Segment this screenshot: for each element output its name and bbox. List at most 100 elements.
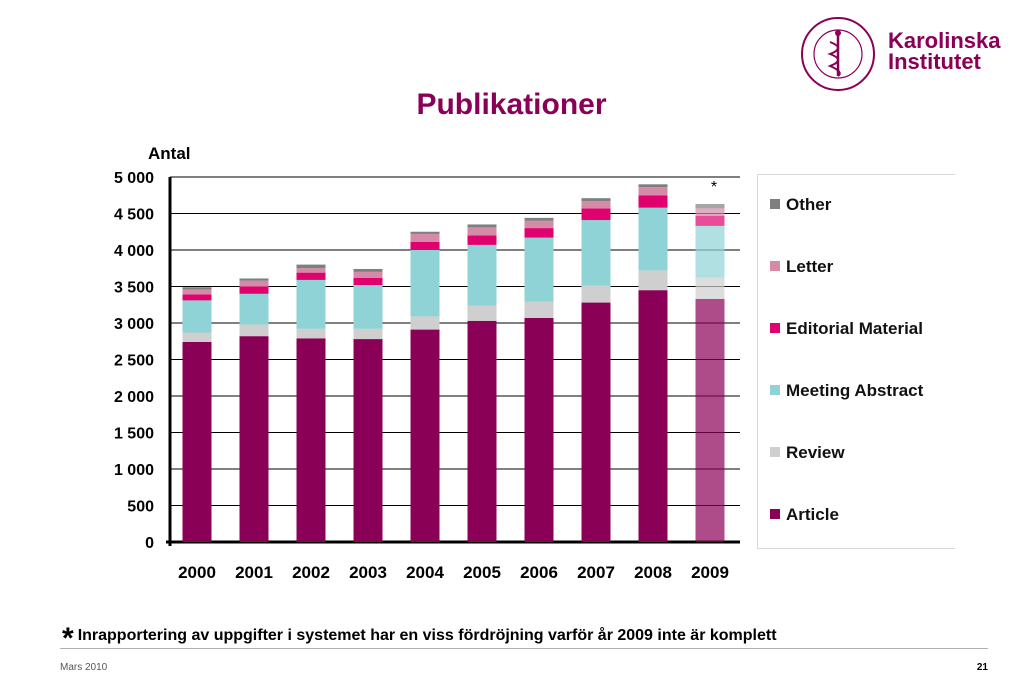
logo-line-2: Institutet bbox=[888, 49, 981, 74]
bar-segment bbox=[638, 270, 668, 291]
page-number: 21 bbox=[976, 662, 988, 673]
y-tick-label: 2 500 bbox=[114, 353, 154, 370]
x-tick-label: 2002 bbox=[292, 563, 330, 582]
y-tick-label: 4 500 bbox=[114, 207, 154, 224]
y-tick-label: 2 000 bbox=[114, 389, 154, 406]
bar-segment bbox=[410, 316, 440, 330]
bar-segment bbox=[695, 298, 725, 542]
legend-swatch bbox=[770, 509, 780, 519]
footer-divider bbox=[60, 648, 988, 649]
bar-segment bbox=[524, 220, 554, 229]
y-tick-label: 0 bbox=[145, 535, 154, 552]
bar-segment bbox=[296, 279, 326, 329]
footnote-star: * bbox=[62, 622, 74, 655]
bar-segment bbox=[182, 332, 212, 342]
bar-segment bbox=[296, 338, 326, 542]
bar-segment bbox=[695, 204, 725, 209]
x-tick-label: 2005 bbox=[463, 563, 501, 582]
bar-segment bbox=[524, 301, 554, 318]
legend-swatch bbox=[770, 323, 780, 333]
bar-segment bbox=[581, 201, 611, 209]
legend-item: Article bbox=[770, 505, 839, 525]
y-tick-label: 3 500 bbox=[114, 280, 154, 297]
bar-segment bbox=[353, 277, 383, 286]
bar-segment bbox=[638, 290, 668, 542]
bar-segment bbox=[182, 300, 212, 333]
bar-segment bbox=[695, 208, 725, 216]
y-tick-label: 5 000 bbox=[114, 170, 154, 187]
bar-segment bbox=[239, 286, 269, 294]
bar-segment bbox=[239, 336, 269, 542]
karolinska-logo bbox=[801, 17, 875, 91]
legend-item: Meeting Abstract bbox=[770, 381, 923, 401]
x-tick-label: 2000 bbox=[178, 563, 216, 582]
bar-annotation: * bbox=[711, 179, 717, 196]
bar-segment bbox=[410, 231, 440, 234]
legend-swatch bbox=[770, 385, 780, 395]
bar-segment bbox=[638, 195, 668, 208]
bar-segment bbox=[581, 302, 611, 542]
y-tick-label: 4 000 bbox=[114, 243, 154, 260]
bar-segment bbox=[467, 244, 497, 306]
y-tick-label: 3 000 bbox=[114, 316, 154, 333]
bar-segment bbox=[296, 328, 326, 339]
bar-segment bbox=[581, 198, 611, 202]
legend-swatch bbox=[770, 199, 780, 209]
page-title: Publikationer bbox=[416, 88, 607, 121]
bar-segment bbox=[182, 287, 212, 290]
bar-segment bbox=[695, 277, 725, 299]
bar-segment bbox=[410, 241, 440, 250]
bar-segment bbox=[695, 225, 725, 278]
bar-segment bbox=[695, 215, 725, 226]
legend-swatch bbox=[770, 261, 780, 271]
bar-segment bbox=[467, 224, 497, 228]
bar-segment bbox=[467, 320, 497, 542]
bar-segment bbox=[467, 305, 497, 321]
bar-segment bbox=[638, 207, 668, 271]
bar-segment bbox=[581, 208, 611, 221]
legend-item: Other bbox=[770, 195, 831, 215]
bar-segment bbox=[296, 272, 326, 280]
x-tick-label: 2004 bbox=[406, 563, 444, 582]
stacked-bar-chart: 0 500 1 000 1 500 2 000 2 500 3 000 3 500 4 000 4… bbox=[114, 170, 740, 582]
bar-segment bbox=[353, 271, 383, 278]
y-axis-title: Antal bbox=[148, 144, 191, 163]
legend-label: Article bbox=[786, 505, 839, 524]
bar-segment bbox=[524, 217, 554, 221]
legend-label: Letter bbox=[786, 257, 834, 276]
legend-label: Editorial Material bbox=[786, 319, 923, 338]
legend-label: Review bbox=[786, 443, 845, 462]
bar-segment bbox=[239, 293, 269, 325]
bar-segment bbox=[182, 341, 212, 542]
bar-segment bbox=[410, 233, 440, 242]
legend-swatch bbox=[770, 447, 780, 457]
bar-segment bbox=[239, 280, 269, 287]
bar-segment bbox=[467, 235, 497, 245]
bar-segment bbox=[239, 278, 269, 281]
legend-item: Letter bbox=[770, 257, 833, 277]
bar-segment bbox=[410, 250, 440, 317]
bar-segment bbox=[467, 227, 497, 236]
logo-wordmark: Karolinska Institutet bbox=[888, 28, 1001, 74]
logo-line-1: Karolinska bbox=[888, 28, 1001, 53]
legend-item: Review bbox=[770, 443, 845, 463]
x-tick-label: 2008 bbox=[634, 563, 672, 582]
bar-segment bbox=[353, 268, 383, 272]
y-tick-label: 1 000 bbox=[114, 462, 154, 479]
bar-segment bbox=[638, 187, 668, 196]
x-tick-label: 2007 bbox=[577, 563, 615, 582]
bar-segment bbox=[353, 339, 383, 542]
bar-segment bbox=[353, 285, 383, 329]
bar-segment bbox=[182, 289, 212, 295]
bar-segment bbox=[296, 264, 326, 269]
footnote-text: Inrapportering av uppgifter i systemet h… bbox=[77, 627, 777, 644]
legend-label: Meeting Abstract bbox=[786, 381, 924, 400]
footer-date: Mars 2010 bbox=[60, 662, 108, 673]
x-tick-label: 2006 bbox=[520, 563, 558, 582]
y-tick-label: 1 500 bbox=[114, 426, 154, 443]
bar-segment bbox=[581, 220, 611, 286]
legend-item: Editorial Material bbox=[770, 319, 923, 339]
bar-segment bbox=[410, 329, 440, 542]
bar-segment bbox=[296, 268, 326, 273]
y-tick-label: 500 bbox=[127, 499, 154, 516]
